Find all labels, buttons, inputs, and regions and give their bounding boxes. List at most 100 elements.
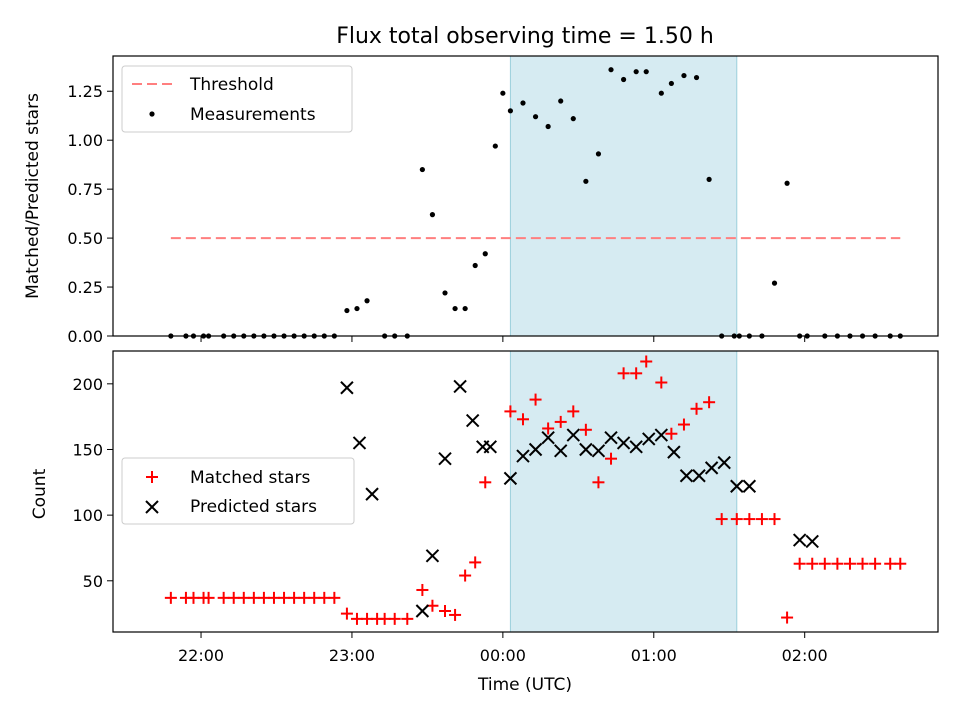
matched-star-point: [818, 557, 831, 570]
bottom-y-tick-label: 100: [72, 506, 103, 525]
bottom-x-tick-label: 22:00: [178, 646, 224, 665]
predicted-star-point-b: [365, 487, 379, 501]
measurement-point: [545, 123, 551, 130]
matched-star-point: [227, 591, 240, 604]
matched-star-point: [308, 591, 321, 604]
predicted-star-point: [365, 487, 379, 501]
predicted-star-point-b: [805, 534, 819, 549]
measurement-point: [620, 76, 627, 83]
matched-star-point: [439, 604, 452, 617]
predicted-star-point-b: [340, 381, 354, 395]
matched-star-point: [504, 405, 517, 418]
matched-star-point: [202, 591, 215, 604]
matched-star-point: [237, 591, 250, 604]
legend-measurements-label: Measurements: [190, 105, 316, 125]
matched-star-point: [567, 405, 580, 418]
predicted-star-point: [415, 604, 430, 618]
predicted-star-point-b: [591, 444, 606, 458]
measurement-point: [693, 74, 700, 81]
matched-star-point: [401, 612, 414, 625]
bottom-y-axis-label: Count: [30, 468, 50, 519]
predicted-star-point: [516, 449, 530, 463]
top-y-tick-label: 0.50: [67, 229, 103, 248]
top-legend: Threshold Measurements: [121, 65, 353, 133]
top-y-tick-label: 1.00: [67, 131, 103, 150]
matched-star-point: [164, 591, 177, 604]
bottom-y-ticks: 50 100 150 200: [72, 375, 113, 591]
matched-star-point: [542, 422, 555, 435]
predicted-stars-points: [340, 379, 819, 618]
measurement-point: [771, 280, 778, 286]
predicted-star-point-b: [425, 549, 440, 563]
measurement-point: [482, 251, 488, 257]
measurement-point: [492, 143, 498, 149]
predicted-star-point-b: [667, 445, 681, 459]
top-y-ticks: 0.00 0.25 0.50 0.75 1.00 1.25: [67, 82, 113, 346]
matched-star-point: [743, 513, 756, 526]
matched-star-point: [640, 355, 653, 368]
predicted-star-point: [730, 479, 744, 493]
bottom-y-tick-label: 50: [83, 572, 103, 591]
matched-star-point: [894, 557, 907, 570]
top-y-tick-label: 1.25: [67, 82, 103, 101]
matched-star-point: [856, 557, 869, 570]
predicted-star-point: [425, 549, 440, 563]
matched-star-point: [288, 591, 301, 604]
legend-matched-label: Matched stars: [190, 468, 310, 488]
matched-star-point: [768, 513, 781, 526]
matched-star-point: [267, 591, 280, 604]
legend-matched-swatch: [146, 471, 158, 483]
predicted-star-point: [654, 428, 669, 442]
matched-star-point: [755, 513, 768, 526]
measurement-point: [532, 114, 539, 120]
measurement-point: [442, 290, 448, 296]
predicted-star-point-b: [483, 440, 497, 454]
measurement-point: [364, 298, 370, 304]
measurement-point: [419, 166, 425, 173]
matched-star-point: [529, 393, 542, 406]
measurement-point: [344, 307, 350, 314]
predicted-star-point: [465, 413, 480, 428]
matched-star-point: [247, 591, 260, 604]
matched-star-point: [318, 591, 331, 604]
bottom-legend: Matched stars Predicted stars: [121, 457, 355, 525]
predicted-star-point-b: [616, 436, 631, 450]
matched-star-point: [516, 413, 529, 426]
matched-star-point: [781, 611, 794, 624]
predicted-star-point: [679, 469, 694, 483]
bottom-x-tick-label: 01:00: [631, 646, 677, 665]
predicted-star-point-b: [742, 479, 757, 493]
top-panel: Flux total observing time = 1.50 h 0.000…: [23, 24, 939, 346]
measurement-point: [462, 305, 468, 312]
predicted-star-point: [453, 379, 467, 394]
matched-star-point: [677, 418, 690, 431]
bottom-highlight-span: [509, 350, 738, 633]
predicted-star-point-b: [730, 479, 744, 493]
matched-stars-points: [164, 355, 907, 625]
predicted-star-point-b: [604, 430, 618, 445]
predicted-star-point: [616, 436, 631, 450]
bottom-x-tick-label: 23:00: [329, 646, 375, 665]
matched-star-point: [843, 557, 856, 570]
predicted-star-point-b: [579, 442, 593, 457]
measurement-point: [668, 80, 674, 87]
matched-star-point: [630, 367, 643, 380]
matched-star-point: [605, 452, 618, 465]
top-y-tick-label: 0.75: [67, 180, 103, 199]
predicted-star-point-b: [516, 449, 530, 463]
measurement-point: [633, 69, 639, 75]
top-y-axis-label: Matched/Predicted stars: [23, 93, 43, 299]
predicted-star-point-b: [717, 455, 731, 470]
predicted-star-point: [591, 444, 606, 458]
bottom-panel: 50 100 150 200 22:00 23:00 00:00 01:00 02:00 Co…: [30, 350, 939, 695]
predicted-star-point-b: [679, 469, 694, 483]
matched-star-point: [257, 591, 270, 604]
matched-star-point: [703, 396, 716, 409]
predicted-star-point: [352, 436, 367, 450]
matched-star-point: [690, 402, 703, 415]
matched-star-point: [579, 423, 592, 436]
predicted-star-point: [805, 534, 819, 549]
predicted-star-point-b: [465, 413, 480, 428]
matched-star-point: [715, 513, 728, 526]
